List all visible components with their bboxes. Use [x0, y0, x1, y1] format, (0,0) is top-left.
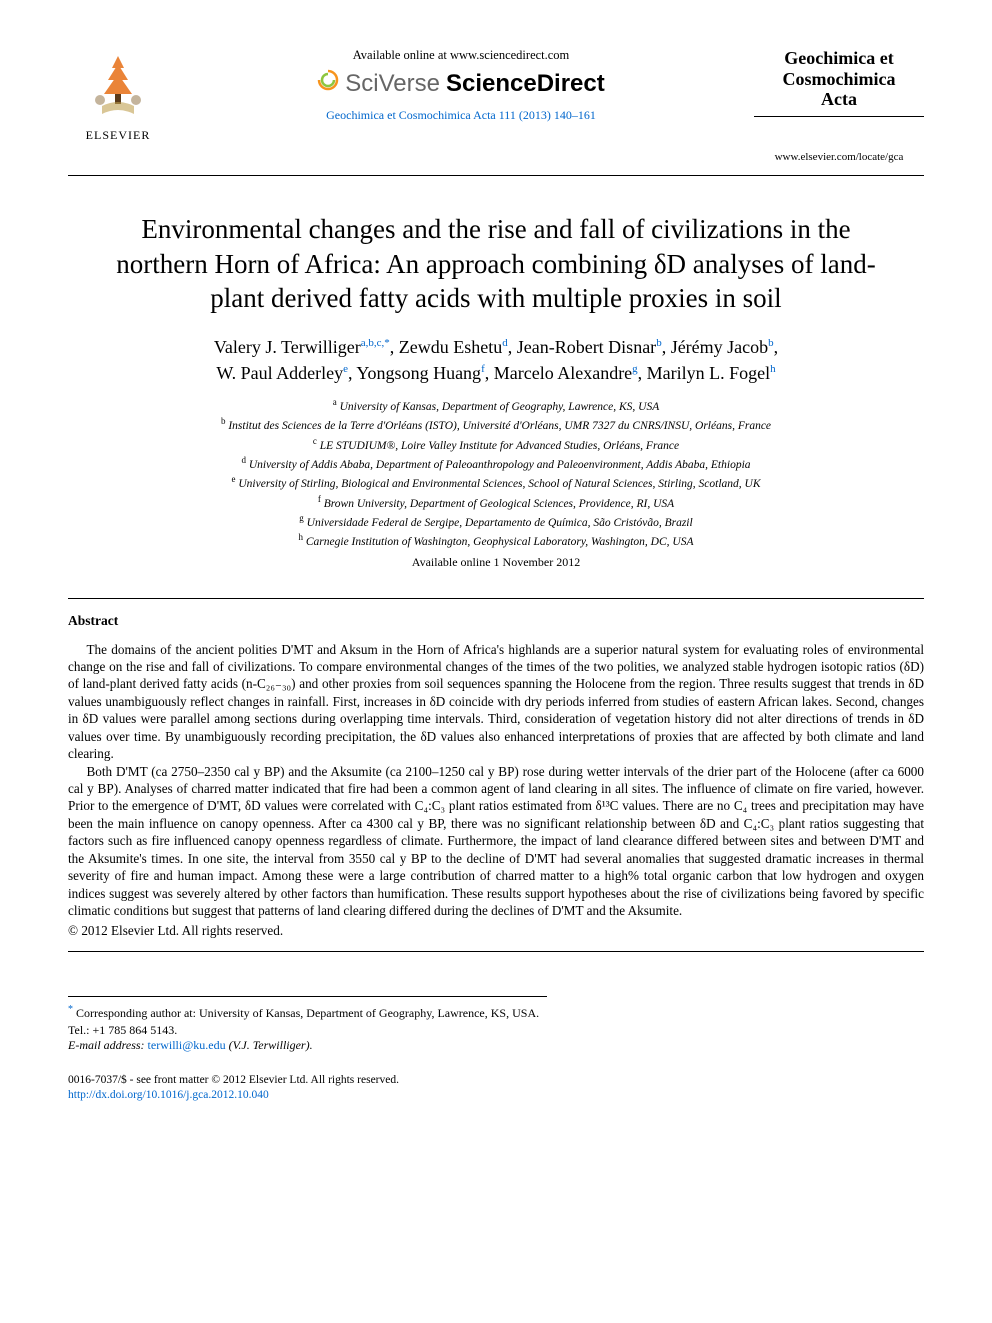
star-icon: * — [68, 1004, 73, 1015]
journal-header: ELSEVIER Available online at www.science… — [68, 48, 924, 176]
header-center: Available online at www.sciencedirect.co… — [168, 48, 754, 123]
sciverse-swirl-icon — [317, 69, 339, 91]
affiliation: h Carnegie Institution of Washington, Ge… — [68, 531, 924, 550]
author-name: , Yongsong Huang — [348, 363, 481, 383]
journal-reference: Geochimica et Cosmochimica Acta 111 (201… — [188, 108, 734, 123]
footer-meta: 0016-7037/$ - see front matter © 2012 El… — [68, 1073, 924, 1104]
corresponding-text: * Corresponding author at: University of… — [68, 1003, 547, 1037]
issn-line: 0016-7037/$ - see front matter © 2012 El… — [68, 1073, 924, 1089]
affiliation-text: Universidade Federal de Sergipe, Departa… — [307, 517, 693, 529]
corresponding-body: Corresponding author at: University of K… — [68, 1006, 539, 1036]
affiliation-list: a University of Kansas, Department of Ge… — [68, 396, 924, 551]
author-name: , Zewdu Eshetu — [390, 337, 502, 357]
available-online-text: Available online at www.sciencedirect.co… — [188, 48, 734, 63]
email-label: E-mail address: — [68, 1038, 145, 1052]
journal-logo-line2: Cosmochimica — [754, 69, 924, 90]
article-title: Environmental changes and the rise and f… — [98, 212, 894, 316]
elsevier-label: ELSEVIER — [86, 128, 151, 143]
doi-link[interactable]: http://dx.doi.org/10.1016/j.gca.2012.10.… — [68, 1089, 269, 1101]
author-name: , Marcelo Alexandre — [485, 363, 632, 383]
journal-locate-url: www.elsevier.com/locate/gca — [775, 151, 904, 163]
journal-logo-line1: Geochimica et — [754, 48, 924, 69]
abstract-heading: Abstract — [68, 613, 924, 629]
journal-logo-block: Geochimica et Cosmochimica Acta www.else… — [754, 48, 924, 163]
abstract-paragraph: The domains of the ancient polities D'MT… — [68, 641, 924, 763]
sciverse-light-text: SciVerse — [345, 70, 440, 98]
author-name: Valery J. Terwilliger — [214, 337, 361, 357]
abstract-copyright: © 2012 Elsevier Ltd. All rights reserved… — [68, 923, 924, 939]
abstract-paragraph: Both D'MT (ca 2750–2350 cal y BP) and th… — [68, 763, 924, 920]
affiliation-text: Carnegie Institution of Washington, Geop… — [306, 536, 694, 548]
affiliation: d University of Addis Ababa, Department … — [68, 454, 924, 473]
affiliation-text: Brown University, Department of Geologic… — [324, 497, 674, 509]
affiliation: b Institut des Sciences de la Terre d'Or… — [68, 415, 924, 434]
affiliation: g Universidade Federal de Sergipe, Depar… — [68, 512, 924, 531]
affiliation-text: University of Addis Ababa, Department of… — [249, 459, 751, 471]
affiliation-text: Institut des Sciences de la Terre d'Orlé… — [228, 420, 771, 432]
sciverse-brand: SciVerse ScienceDirect — [317, 69, 604, 98]
affiliation-text: University of Kansas, Department of Geog… — [340, 401, 660, 413]
email-link[interactable]: terwilli@ku.edu — [148, 1038, 226, 1052]
author-list: Valery J. Terwilligera,b,c,*, Zewdu Eshe… — [88, 334, 904, 386]
author-name: W. Paul Adderley — [216, 363, 343, 383]
journal-ref-link[interactable]: Geochimica et Cosmochimica Acta 111 (201… — [326, 108, 596, 122]
affiliation: a University of Kansas, Department of Ge… — [68, 396, 924, 415]
email-line: E-mail address: terwilli@ku.edu (V.J. Te… — [68, 1038, 547, 1053]
author-name: , Marilyn L. Fogel — [638, 363, 771, 383]
publisher-logo-block: ELSEVIER — [68, 48, 168, 143]
author-affil-link[interactable]: a,b,c, — [361, 337, 385, 349]
email-tail: (V.J. Terwilliger). — [226, 1038, 313, 1052]
corresponding-author-block: * Corresponding author at: University of… — [68, 996, 547, 1052]
journal-logo-line3: Acta — [754, 89, 924, 110]
author-affil-link[interactable]: b — [768, 337, 774, 349]
available-online-date: Available online 1 November 2012 — [68, 555, 924, 570]
author-name: , Jérémy Jacob — [662, 337, 768, 357]
affiliation-text: LE STUDIUM®, Loire Valley Institute for … — [320, 439, 679, 451]
elsevier-tree-logo — [82, 48, 154, 124]
affiliation: f Brown University, Department of Geolog… — [68, 493, 924, 512]
affiliation-text: University of Stirling, Biological and E… — [238, 478, 760, 490]
affiliation: c LE STUDIUM®, Loire Valley Institute fo… — [68, 435, 924, 454]
affiliation: e University of Stirling, Biological and… — [68, 473, 924, 492]
author-name: , Jean-Robert Disnar — [508, 337, 656, 357]
abstract-section: Abstract The domains of the ancient poli… — [68, 598, 924, 953]
author-affil-link[interactable]: h — [770, 363, 776, 375]
sciverse-bold-text: ScienceDirect — [446, 70, 605, 98]
journal-title-logo: Geochimica et Cosmochimica Acta — [754, 48, 924, 117]
